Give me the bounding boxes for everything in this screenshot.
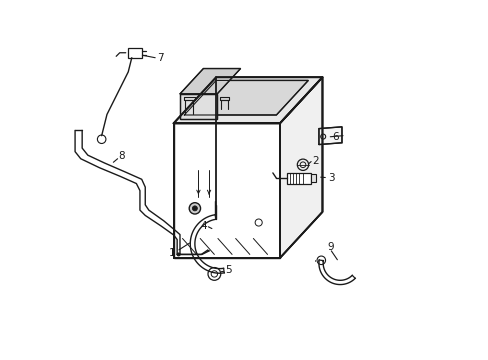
Bar — [127, 48, 142, 58]
Polygon shape — [184, 80, 307, 115]
Polygon shape — [173, 77, 322, 123]
Circle shape — [192, 206, 197, 211]
Bar — [310, 174, 315, 182]
Polygon shape — [279, 77, 322, 258]
Text: 3: 3 — [327, 173, 334, 183]
Text: 9: 9 — [326, 242, 333, 252]
Text: 4: 4 — [200, 221, 206, 231]
Polygon shape — [173, 123, 279, 258]
Polygon shape — [318, 127, 341, 145]
Text: 2: 2 — [311, 156, 318, 166]
Circle shape — [189, 203, 200, 214]
Text: 7: 7 — [157, 53, 163, 63]
Text: 5: 5 — [225, 265, 231, 275]
Bar — [286, 173, 310, 184]
Text: 6: 6 — [332, 132, 339, 142]
Polygon shape — [180, 68, 240, 94]
Text: 1: 1 — [168, 248, 175, 258]
Polygon shape — [180, 94, 217, 119]
Circle shape — [177, 253, 180, 256]
Text: 8: 8 — [118, 151, 124, 161]
